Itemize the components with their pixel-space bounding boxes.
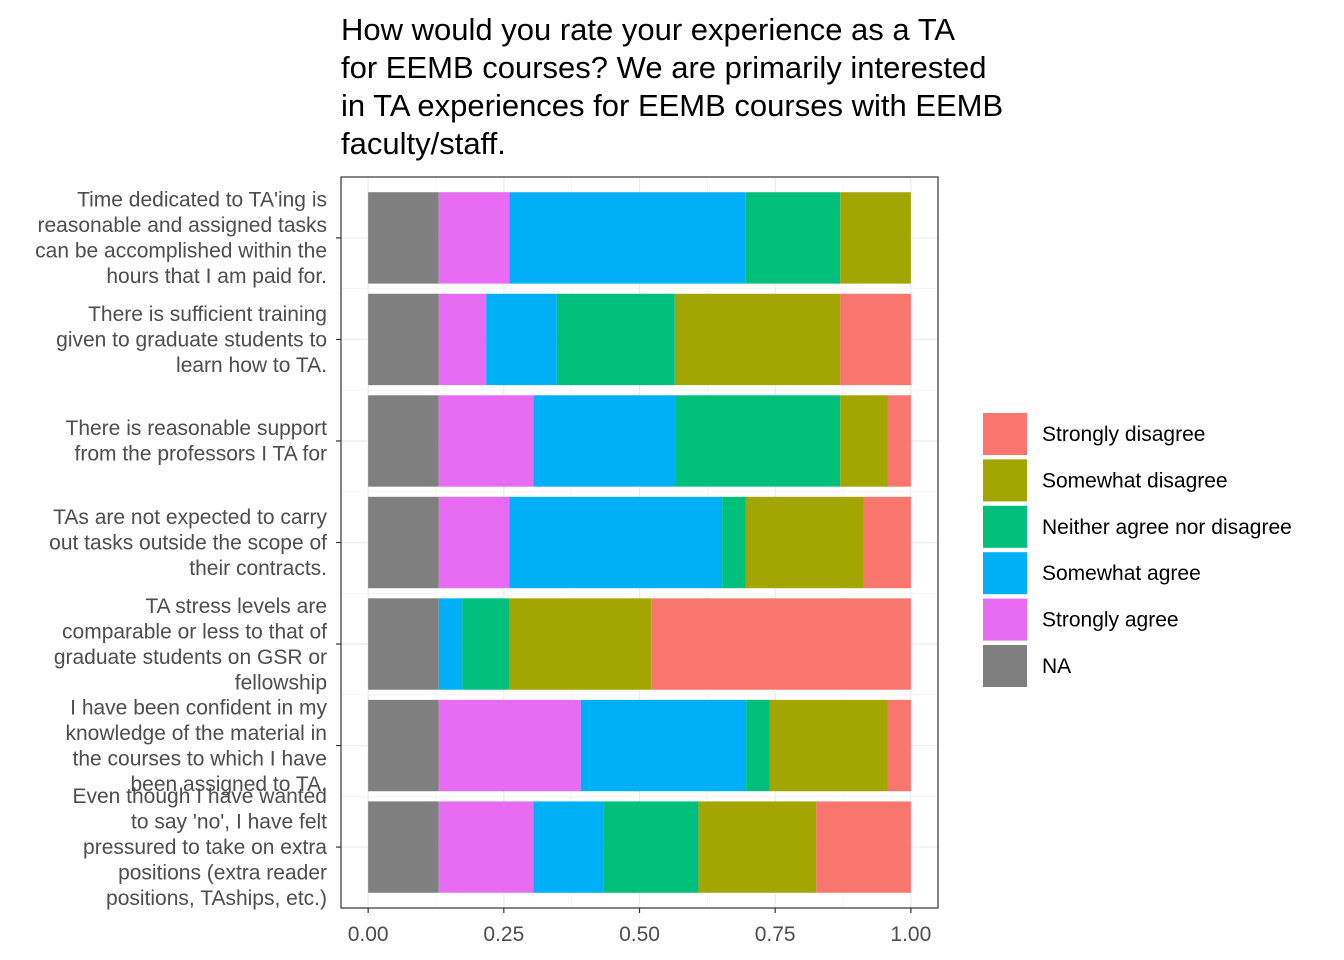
bar-segment — [368, 293, 439, 386]
bar-segment — [698, 801, 817, 893]
y-tick-label: knowledge of the material in — [66, 722, 328, 745]
bar-segment — [438, 496, 510, 589]
bar-segment — [368, 699, 439, 792]
bar-segment — [816, 801, 911, 893]
y-tick-label: the courses to which I have — [73, 747, 327, 770]
bar-segment — [556, 293, 675, 386]
y-tick-label: I have been confident in my — [70, 696, 327, 719]
x-tick-label: 1.00 — [890, 923, 931, 946]
y-tick-label: comparable or less to that of — [62, 620, 327, 643]
y-tick-label: There is reasonable support — [66, 417, 328, 440]
bar-segment — [533, 395, 676, 487]
y-tick-label: reasonable and assigned tasks — [37, 214, 327, 237]
x-tick-label: 0.50 — [619, 923, 660, 946]
y-tick-label: graduate students on GSR or — [54, 646, 327, 669]
bar-segment — [840, 293, 911, 386]
y-tick-label: There is sufficient training — [88, 303, 327, 326]
legend-label: Strongly disagree — [1042, 423, 1205, 446]
bar-segment — [368, 395, 439, 487]
y-tick-label: their contracts. — [189, 557, 327, 580]
bar-segment — [840, 395, 888, 487]
y-tick-label: Time dedicated to TA'ing is — [77, 189, 327, 212]
bar-segment — [438, 699, 581, 792]
legend-key — [983, 552, 1027, 595]
bar-segment — [368, 192, 439, 284]
chart-title: How would you rate your experience as a … — [341, 12, 1003, 161]
bar-segment — [438, 192, 510, 284]
y-tick-label: can be accomplished within the — [35, 240, 327, 263]
bar-segment — [509, 192, 746, 284]
bar-segment — [674, 293, 841, 386]
legend-label: Neither agree nor disagree — [1042, 516, 1292, 539]
legend-label: Somewhat agree — [1042, 562, 1201, 585]
x-tick-label: 0.75 — [755, 923, 796, 946]
legend-label: Strongly agree — [1042, 609, 1179, 632]
chart-title-line: How would you rate your experience as a … — [341, 12, 955, 47]
chart-title-line: in TA experiences for EEMB courses with … — [341, 88, 1003, 123]
bar-segment — [368, 598, 439, 690]
bar-segment — [509, 598, 652, 690]
y-tick-label: given to graduate students to — [56, 328, 327, 351]
bar-segment — [368, 801, 439, 893]
bar-segment — [887, 395, 911, 487]
bar-segment — [746, 699, 770, 792]
legend-key — [983, 645, 1027, 687]
y-tick-label: from the professors I TA for — [75, 443, 327, 466]
bar-segment — [509, 496, 723, 589]
legend: Strongly disagree Somewhat disagree Neithe… — [983, 413, 1292, 687]
bar-segment — [651, 598, 911, 690]
bar-segment — [745, 192, 841, 284]
legend-label: NA — [1042, 655, 1071, 678]
y-tick-label: positions, TAships, etc.) — [106, 887, 327, 910]
bar-segment — [438, 293, 487, 386]
bar-segment — [438, 598, 463, 690]
bar-segment — [580, 699, 747, 792]
bar-segment — [603, 801, 699, 893]
bar-segment — [840, 192, 911, 284]
y-tick-label: fellowship — [235, 671, 327, 694]
legend-key — [983, 413, 1027, 455]
x-tick-label: 0.00 — [348, 923, 389, 946]
chart-title-line: for EEMB courses? We are primarily inter… — [341, 50, 987, 85]
legend-key — [983, 598, 1027, 641]
y-tick-label: been assigned to TA. — [130, 773, 327, 796]
y-tick-label: to say 'no', I have felt — [131, 811, 327, 834]
legend-label: Somewhat disagree — [1042, 469, 1228, 492]
bar-segment — [675, 395, 841, 487]
legend-key — [983, 505, 1027, 548]
y-tick-label: TA stress levels are — [145, 595, 327, 618]
bar-segment — [745, 496, 864, 589]
y-tick-label: hours that I am paid for. — [106, 265, 327, 288]
bar-segment — [863, 496, 911, 589]
bar-segment — [486, 293, 557, 386]
bar-segment — [887, 699, 911, 792]
y-tick-label: TAs are not expected to carry — [53, 506, 327, 529]
y-tick-label: out tasks outside the scope of — [49, 532, 327, 555]
y-tick-label: pressured to take on extra — [83, 836, 327, 859]
chart-title-line: faculty/staff. — [341, 126, 506, 161]
y-tick-label: Even though I have wanted — [72, 785, 327, 808]
bar-segment — [368, 496, 439, 589]
bar-segment — [722, 496, 746, 589]
bar-segment — [462, 598, 510, 690]
y-tick-label: positions (extra reader — [118, 862, 327, 885]
bar-segment — [769, 699, 888, 792]
x-tick-label: 0.25 — [483, 923, 524, 946]
bar-segment — [438, 801, 534, 893]
y-tick-label: learn how to TA. — [176, 354, 327, 377]
x-axis: 0.00 0.25 0.50 0.75 1.00 — [348, 908, 931, 946]
legend-key — [983, 459, 1027, 502]
bars — [368, 192, 911, 893]
bar-segment — [438, 395, 534, 487]
bar-segment — [533, 801, 604, 893]
